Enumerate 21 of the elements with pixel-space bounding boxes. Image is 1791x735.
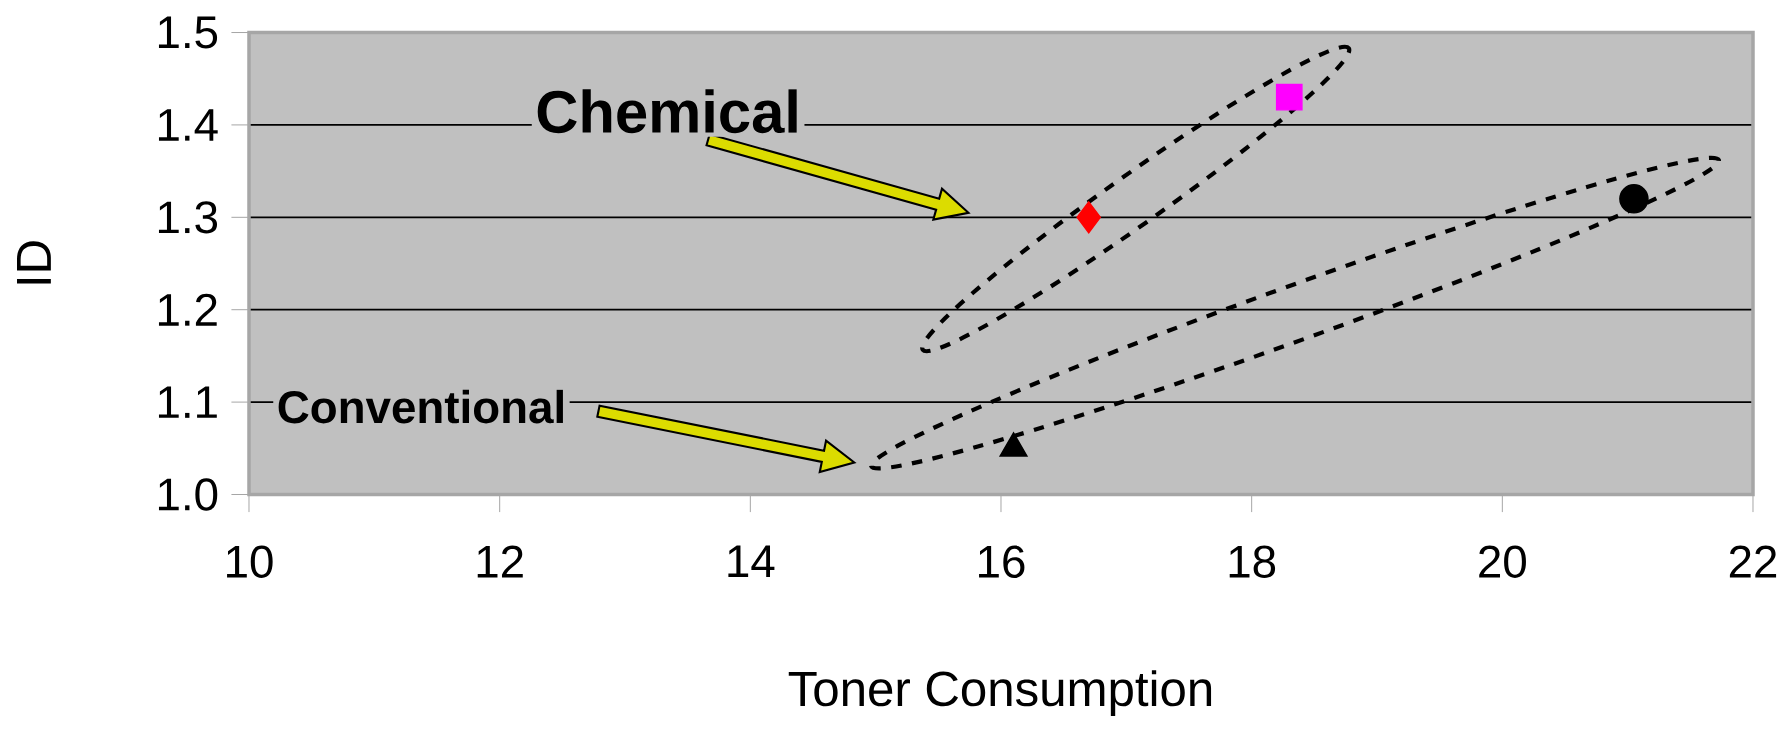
point: [999, 432, 1028, 457]
x-tick-label: 10: [227, 545, 273, 578]
y-tick-label: 1.5: [158, 16, 218, 49]
y-tick-label: 1.4: [158, 109, 218, 141]
y-tick-label: 1.3: [158, 201, 218, 234]
point: [1275, 83, 1303, 111]
point: [1619, 184, 1649, 214]
x-tick-label: 18: [1229, 545, 1276, 578]
y-axis-title: ID: [17, 241, 51, 284]
x-tick-label: 12: [477, 545, 523, 578]
x-axis-title: Toner Consumption: [788, 670, 1212, 717]
point: [1076, 201, 1102, 234]
annotation: Conventional: [278, 389, 563, 424]
x-tick-label: 22: [1729, 545, 1777, 578]
x-tick-label: 14: [728, 545, 775, 578]
y-tick-label: 1.1: [158, 386, 217, 418]
y-tick-label: 1.2: [158, 293, 217, 326]
y-tick-label: 1.0: [158, 478, 218, 511]
x-tick-label: 16: [979, 545, 1025, 578]
annotation: Chemical: [537, 89, 797, 134]
x-tick-label: 20: [1479, 545, 1526, 578]
